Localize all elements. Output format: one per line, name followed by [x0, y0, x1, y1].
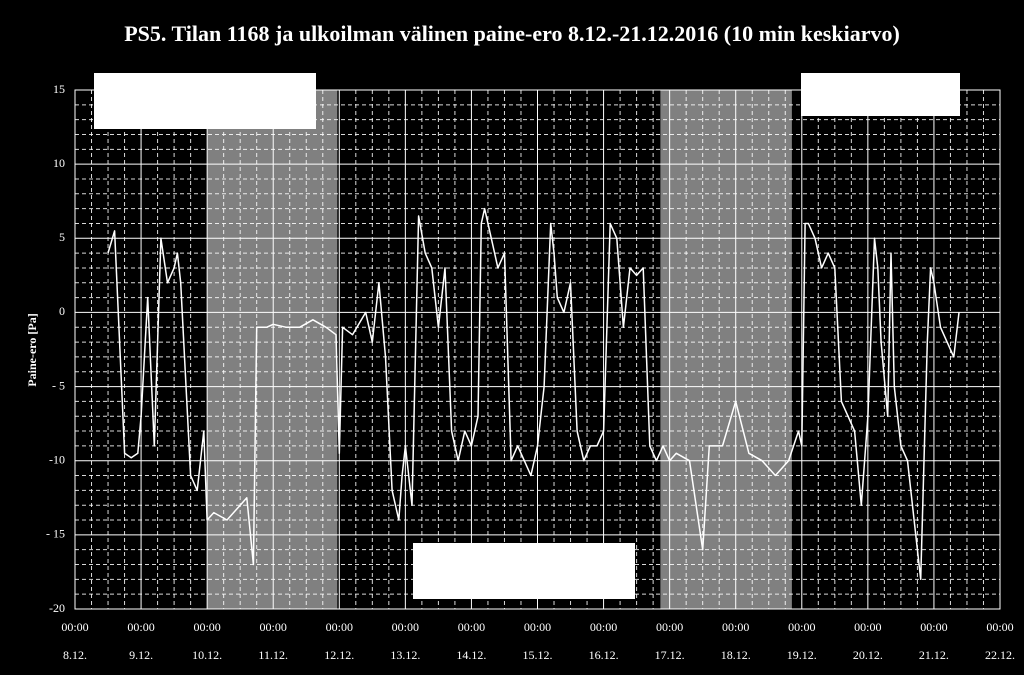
x-tick-label: 00:00 — [458, 620, 485, 634]
y-tick-label: - 5 — [52, 378, 65, 392]
x-tick-label: 00:00 — [722, 620, 749, 634]
x-tick-date: 17.12. — [655, 648, 685, 662]
x-tick-date: 16.12. — [589, 648, 619, 662]
plot-frame — [74, 89, 1001, 610]
y-tick-label: 5 — [59, 230, 65, 244]
data-line — [107, 207, 960, 581]
chart-title: PS5. Tilan 1168 ja ulkoilman välinen pai… — [124, 21, 900, 46]
y-tick-label: 0 — [59, 304, 65, 318]
x-tick-date: 18.12. — [721, 648, 751, 662]
redaction-box — [94, 73, 316, 129]
x-tick-label: 00:00 — [524, 620, 551, 634]
y-tick-label: 10 — [53, 156, 65, 170]
x-tick-date: 11.12. — [258, 648, 288, 662]
x-tick-date: 22.12. — [985, 648, 1015, 662]
y-axis-label: Paine-ero [Pa] — [25, 313, 39, 386]
x-tick-label: 00:00 — [854, 620, 881, 634]
x-tick-date: 19.12. — [787, 648, 817, 662]
x-tick-date: 10.12. — [192, 648, 222, 662]
x-tick-date: 15.12. — [523, 648, 553, 662]
y-tick-label: -20 — [49, 601, 65, 615]
x-tick-label: 00:00 — [986, 620, 1013, 634]
y-tick-label: 15 — [53, 82, 65, 96]
x-tick-label: 00:00 — [788, 620, 815, 634]
redaction-box — [801, 73, 960, 116]
x-tick-date: 13.12. — [390, 648, 420, 662]
x-tick-label: 00:00 — [392, 620, 419, 634]
x-tick-date: 14.12. — [456, 648, 486, 662]
x-tick-date: 9.12. — [129, 648, 153, 662]
x-tick-label: 00:00 — [260, 620, 287, 634]
x-tick-label: 00:00 — [656, 620, 683, 634]
x-tick-label: 00:00 — [326, 620, 353, 634]
x-tick-date: 21.12. — [919, 648, 949, 662]
x-tick-date: 20.12. — [853, 648, 883, 662]
x-tick-label: 00:00 — [590, 620, 617, 634]
shaded-range — [207, 90, 338, 609]
shaded-range — [660, 90, 792, 609]
x-tick-date: 8.12. — [63, 648, 87, 662]
x-tick-label: 00:00 — [127, 620, 154, 634]
redaction-box — [413, 543, 635, 599]
y-tick-label: -10 — [49, 452, 65, 466]
y-tick-label: - 15 — [46, 527, 65, 541]
x-tick-label: 00:00 — [920, 620, 947, 634]
x-tick-label: 00:00 — [61, 620, 88, 634]
x-tick-label: 00:00 — [193, 620, 220, 634]
x-tick-date: 12.12. — [324, 648, 354, 662]
